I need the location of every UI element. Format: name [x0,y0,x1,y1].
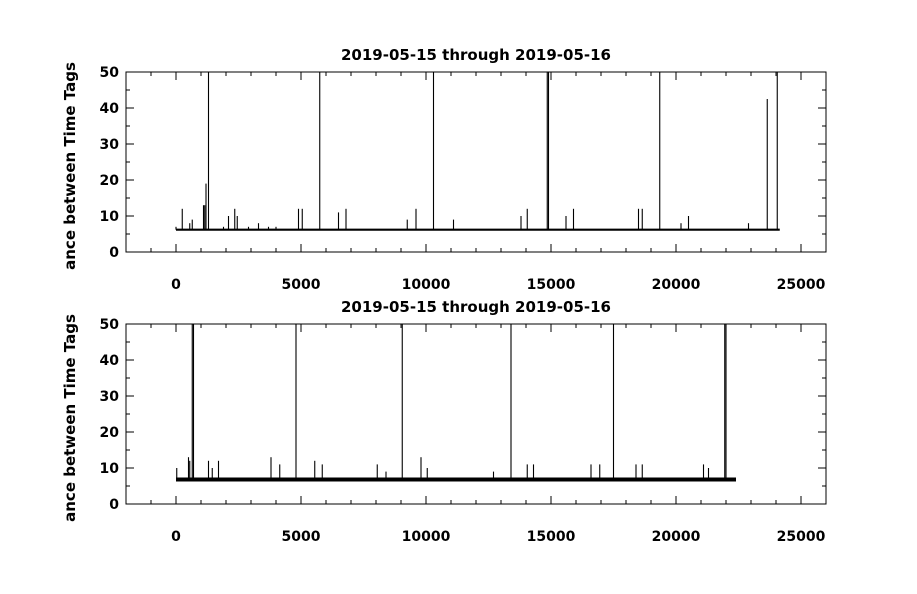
chart-panel-top: 2019-05-15 through 2019-05-16 ance betwe… [61,46,827,293]
y-tick-label: 0 [109,245,119,261]
plot-frame [125,71,827,253]
x-tick-label: 20000 [652,529,701,545]
chart-title: 2019-05-15 through 2019-05-16 [341,46,611,64]
y-tick-label: 10 [100,209,120,225]
x-tick-label: 5000 [282,529,321,545]
y-tick-label: 0 [109,497,119,513]
y-tick-label: 20 [100,425,120,441]
x-tick-label: 25000 [777,277,826,293]
y-tick-label: 30 [100,389,120,405]
x-tick-label: 20000 [652,277,701,293]
y-tick-label: 50 [100,317,120,333]
plot-frame [125,323,827,505]
chart-title: 2019-05-15 through 2019-05-16 [341,298,611,316]
y-axis-label: ance between Time Tags [61,314,79,522]
x-tick-label: 0 [171,277,181,293]
axes: 0 10 20 30 40 50 0 5000 10000 15000 20000 25000 [100,65,827,293]
x-tick-label: 15000 [527,529,576,545]
chart-panel-bottom: 2019-05-15 through 2019-05-16 ance betwe… [61,298,827,545]
y-tick-label: 40 [100,353,120,369]
x-tick-label: 5000 [282,277,321,293]
y-tick-label: 30 [100,137,120,153]
x-tick-label: 10000 [402,529,451,545]
data-marks [176,324,736,482]
y-tick-label: 20 [100,173,120,189]
x-tick-label: 0 [171,529,181,545]
y-tick-label: 10 [100,461,120,477]
y-tick-label: 50 [100,65,120,81]
x-tick-label: 10000 [402,277,451,293]
data-marks [175,72,780,231]
y-tick-label: 40 [100,101,120,117]
axes: 0 10 20 30 40 50 0 5000 10000 15000 20000 25000 [100,317,827,545]
y-axis-label: ance between Time Tags [61,62,79,270]
x-tick-label: 25000 [777,529,826,545]
x-tick-label: 15000 [527,277,576,293]
